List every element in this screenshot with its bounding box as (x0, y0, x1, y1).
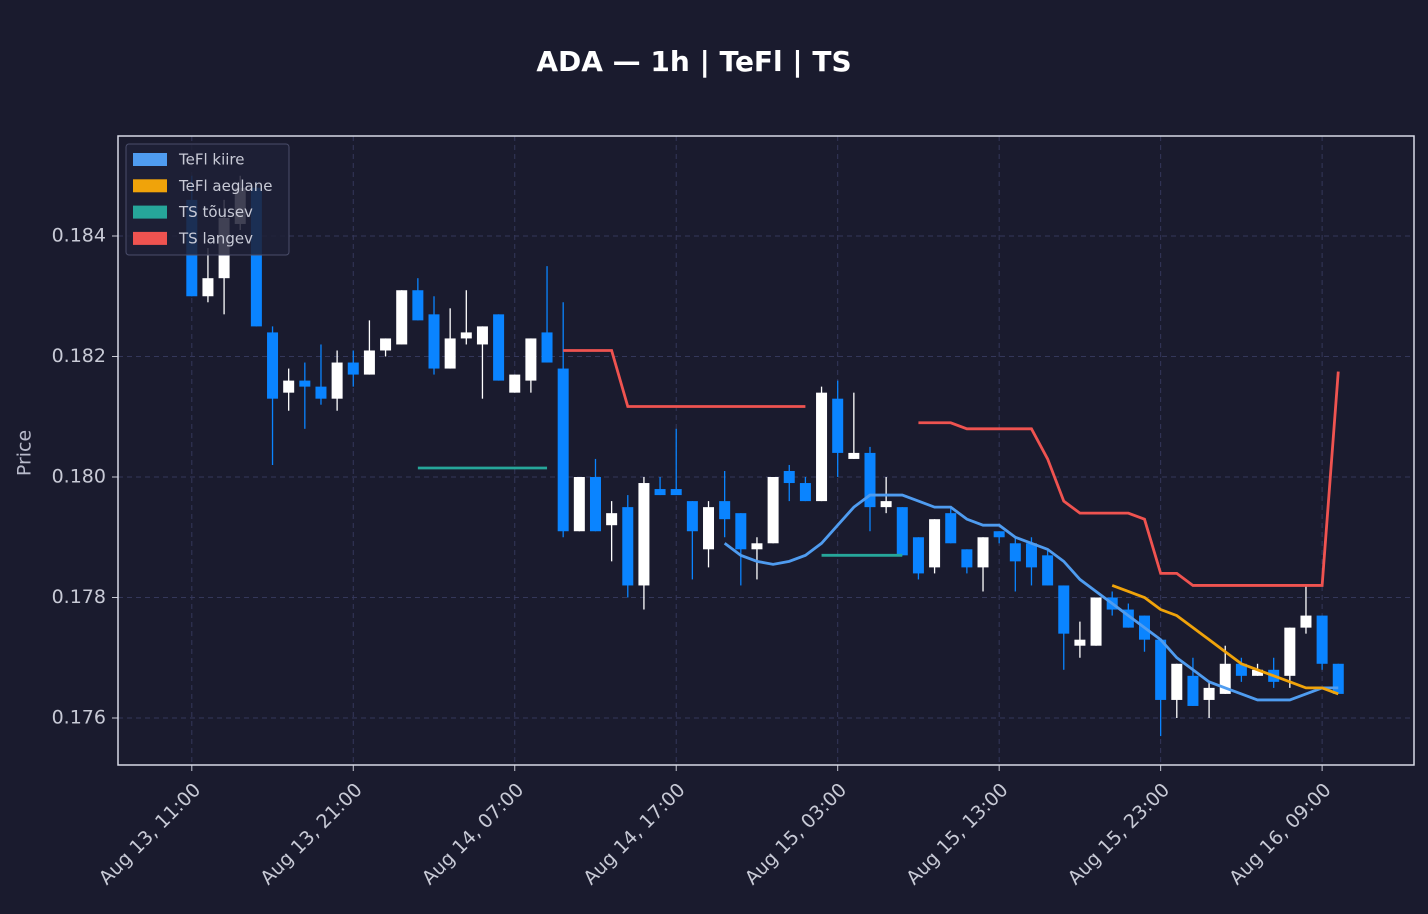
legend-swatch (133, 205, 167, 219)
candle-body (1122, 609, 1134, 628)
candle-body (202, 278, 214, 297)
candle-body (444, 338, 456, 369)
candle-body (848, 452, 860, 459)
candle-body (832, 398, 844, 453)
candle-body (1316, 615, 1328, 664)
legend-label: TS langev (178, 229, 253, 247)
plot-frame (117, 135, 1415, 766)
candle-body (347, 362, 359, 375)
candle-body (299, 380, 311, 387)
y-tick-label: 0.182 (52, 345, 106, 367)
candle-body (961, 549, 973, 568)
candle-body (993, 531, 1005, 538)
candle-body (476, 326, 488, 345)
candle-body (606, 513, 618, 526)
candle-body (412, 290, 424, 321)
candle-body (1042, 555, 1054, 586)
legend-swatch (133, 153, 167, 166)
legend-swatch (133, 179, 167, 193)
candle-body (735, 513, 747, 550)
candle-body (250, 187, 262, 327)
candle-body (1252, 669, 1264, 676)
y-tick-label: 0.184 (52, 225, 106, 247)
candle-body (945, 513, 957, 544)
candle-body (493, 314, 505, 381)
candle-body (638, 483, 650, 586)
chart-title: ADA — 1h | TeFl | TS (536, 45, 851, 78)
candle-body (363, 350, 375, 375)
legend-label: TeFl aeglane (178, 177, 272, 195)
candle-body (719, 501, 731, 520)
candle-body (977, 537, 989, 568)
candle-body (589, 477, 601, 532)
candle-body (686, 501, 698, 532)
candle-body (751, 543, 763, 550)
legend-label: TS tõusev (178, 203, 253, 221)
candle-body (283, 380, 295, 393)
candle-body (331, 362, 343, 399)
candle-body (912, 537, 924, 574)
candle-body (1155, 639, 1167, 700)
candle-body (1058, 585, 1070, 634)
candle-body (767, 477, 779, 544)
candle-body (654, 489, 666, 496)
candle-body (622, 507, 634, 586)
candle-body (1009, 543, 1021, 562)
candle-body (799, 483, 811, 502)
candle-body (1235, 663, 1247, 676)
candle-body (396, 290, 408, 345)
indicator-line (918, 371, 1340, 587)
candle-body (1074, 639, 1086, 646)
y-tick-label: 0.178 (52, 586, 106, 608)
candle-body (864, 452, 876, 508)
candle-body (267, 332, 279, 399)
candle-body (541, 332, 553, 363)
indicator-line (1111, 584, 1339, 696)
indicator-line (563, 349, 806, 408)
candle-body (557, 368, 569, 532)
candle-body (783, 470, 795, 484)
candle-body (460, 332, 472, 339)
legend-label: TeFl kiire (178, 151, 245, 169)
legend-box (125, 143, 290, 256)
candle-body (929, 519, 941, 568)
y-axis-label: Price (14, 430, 36, 476)
candle-body (1300, 615, 1312, 628)
indicator-line (723, 493, 1339, 702)
candle-body (896, 507, 908, 556)
candle-body (670, 489, 682, 496)
candle-body (573, 477, 585, 532)
candle-body (315, 386, 327, 399)
candle-body (1203, 687, 1215, 700)
y-tick-label: 0.176 (52, 707, 106, 729)
legend-swatch (133, 231, 167, 245)
candle-body (380, 338, 392, 351)
candle-body (880, 501, 892, 508)
candle-body (509, 374, 521, 393)
y-tick-label: 0.180 (52, 466, 106, 488)
candle-body (1171, 663, 1183, 700)
candle-body (1090, 597, 1102, 646)
candle-body (525, 338, 537, 381)
candle-body (1187, 675, 1199, 706)
candle-body (1025, 543, 1037, 568)
candle-body (1219, 663, 1231, 694)
candle-body (428, 314, 440, 369)
candle-body (703, 507, 715, 550)
candle-body (1332, 663, 1344, 694)
candle-body (1284, 627, 1296, 676)
candle-body (816, 392, 828, 502)
